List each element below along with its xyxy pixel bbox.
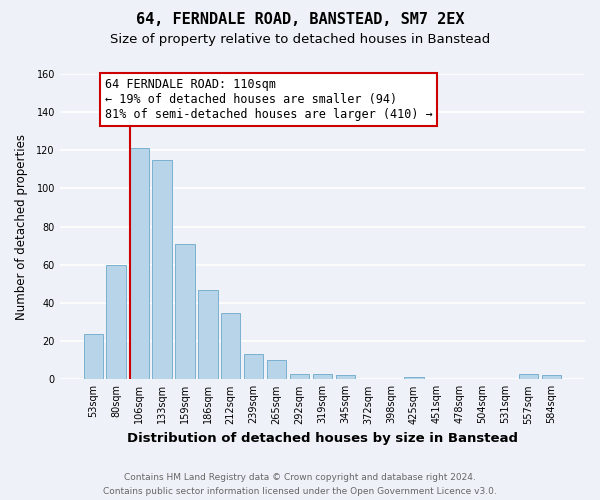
Bar (106, 265, 126, 380)
Bar (175, 244, 194, 380)
Bar (404, 378, 424, 380)
Text: Contains public sector information licensed under the Open Government Licence v3: Contains public sector information licen… (103, 486, 497, 496)
Text: Size of property relative to detached houses in Banstead: Size of property relative to detached ho… (110, 32, 490, 46)
Text: Contains HM Land Registry data © Crown copyright and database right 2024.: Contains HM Land Registry data © Crown c… (124, 473, 476, 482)
Bar (83, 334, 103, 380)
Bar (313, 374, 332, 380)
Bar (519, 374, 538, 380)
Text: 64, FERNDALE ROAD, BANSTEAD, SM7 2EX: 64, FERNDALE ROAD, BANSTEAD, SM7 2EX (136, 12, 464, 28)
X-axis label: Distribution of detached houses by size in Banstead: Distribution of detached houses by size … (127, 432, 518, 445)
Bar (152, 160, 172, 380)
Y-axis label: Number of detached properties: Number of detached properties (15, 134, 28, 320)
Bar (244, 354, 263, 380)
Bar (290, 374, 309, 380)
Bar (130, 148, 149, 380)
Bar (198, 290, 218, 380)
Bar (335, 376, 355, 380)
Bar (221, 312, 241, 380)
Bar (542, 376, 561, 380)
Bar (267, 360, 286, 380)
Text: 64 FERNDALE ROAD: 110sqm
← 19% of detached houses are smaller (94)
81% of semi-d: 64 FERNDALE ROAD: 110sqm ← 19% of detach… (105, 78, 433, 121)
